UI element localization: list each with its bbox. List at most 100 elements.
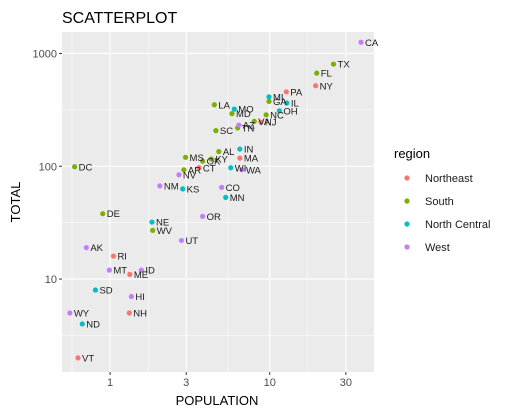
data-point [100, 211, 106, 217]
data-point [79, 321, 85, 327]
point-label: AL [223, 147, 235, 158]
data-point [72, 164, 78, 170]
point-label: MI [273, 92, 284, 103]
y-tick-label: 100 [39, 161, 57, 173]
data-point [216, 148, 222, 155]
legend: region Northeast South North Central West [394, 146, 490, 254]
data-point [176, 172, 182, 178]
data-point [266, 94, 272, 100]
data-point [213, 128, 219, 134]
point-label: SC [220, 126, 233, 137]
data-point [149, 219, 155, 225]
data-point [266, 98, 272, 104]
data-point [128, 293, 134, 300]
point-label: IL [291, 98, 299, 109]
legend-key [404, 175, 410, 181]
data-point [211, 102, 217, 108]
x-tick-label: 10 [264, 377, 276, 389]
point-label: OH [283, 106, 297, 117]
point-label: TN [242, 123, 255, 134]
point-label: KS [187, 184, 200, 195]
data-point [284, 100, 290, 106]
legend-label: West [425, 242, 450, 254]
x-tick-label: 3 [183, 377, 189, 389]
point-label: ND [86, 319, 100, 330]
data-point [126, 310, 132, 316]
data-point [75, 355, 81, 361]
point-label: WA [246, 165, 262, 176]
y-tick-label: 1000 [33, 48, 57, 60]
data-point [138, 267, 144, 273]
point-label: HI [135, 292, 145, 303]
point-label: MS [190, 153, 204, 164]
point-label: OK [207, 157, 221, 168]
x-tick-label: 30 [340, 377, 352, 389]
data-point [150, 227, 156, 234]
legend-key [404, 221, 410, 227]
point-label: NH [133, 309, 147, 320]
point-label: MD [236, 109, 251, 120]
data-point [178, 237, 185, 244]
data-point [157, 183, 163, 189]
data-point [106, 267, 112, 273]
data-point [276, 108, 283, 114]
y-tick-label: 10 [45, 274, 57, 286]
plot-panel [62, 32, 374, 372]
data-points [67, 39, 364, 361]
point-label: AK [90, 243, 103, 254]
legend-label: North Central [425, 219, 490, 231]
data-point [127, 271, 133, 277]
legend-label: Northeast [425, 173, 473, 185]
x-tick-label: 1 [107, 377, 113, 389]
chart-title: SCATTERPLOT [62, 10, 178, 27]
data-point [251, 118, 257, 124]
x-axis-title: POPULATION [176, 393, 259, 408]
data-point [313, 83, 319, 89]
plot-background [62, 32, 374, 372]
point-label: OR [207, 212, 221, 223]
point-label: NE [156, 218, 169, 229]
data-point [208, 156, 214, 162]
data-point [237, 146, 243, 152]
point-label: MO [238, 105, 253, 116]
point-label: ID [145, 266, 155, 277]
point-label: LA [218, 100, 230, 111]
point-label: TX [338, 60, 351, 71]
data-point [67, 310, 73, 316]
point-label: WV [157, 226, 173, 237]
data-point [229, 111, 235, 117]
data-point [181, 167, 187, 173]
data-point [283, 89, 289, 95]
point-label: UT [185, 236, 198, 247]
point-label: NJ [265, 118, 277, 129]
point-label: IN [244, 145, 254, 156]
grid-lines [62, 32, 374, 372]
data-point [110, 253, 117, 259]
data-point [236, 122, 242, 128]
data-point [196, 165, 202, 171]
point-label: WI [235, 163, 247, 174]
point-label: PA [290, 87, 303, 98]
data-point [219, 184, 225, 190]
point-label: CT [203, 163, 216, 174]
point-label: AZ [243, 121, 255, 132]
point-label: GA [273, 97, 287, 108]
data-point [263, 112, 269, 118]
data-point [237, 155, 243, 161]
data-point [314, 70, 320, 76]
data-point [200, 158, 206, 164]
point-label: NY [320, 81, 334, 92]
point-label: MT [113, 266, 127, 277]
data-point [228, 165, 234, 171]
point-label: NM [164, 181, 179, 192]
data-point [200, 213, 206, 219]
data-point [223, 194, 229, 200]
point-label: DC [79, 162, 93, 173]
data-point [358, 39, 364, 45]
y-axis-title: TOTAL [8, 182, 23, 223]
point-label: NC [270, 110, 284, 121]
legend-label: South [425, 196, 454, 208]
